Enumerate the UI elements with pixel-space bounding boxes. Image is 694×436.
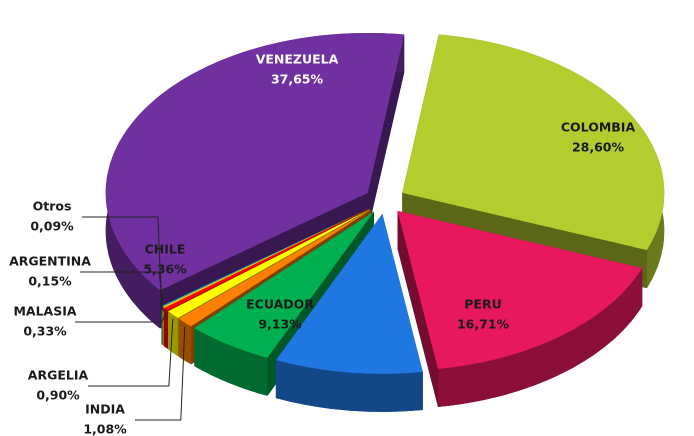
slice xyxy=(275,213,423,374)
slice-value-label: 5,36% xyxy=(143,262,187,277)
leader-line xyxy=(75,313,167,323)
slice-side xyxy=(397,210,439,407)
slice xyxy=(397,210,643,369)
leader-line xyxy=(135,326,186,421)
slice-side xyxy=(438,268,643,407)
slice-value-label: 0,33% xyxy=(23,324,67,339)
slice-side xyxy=(164,308,168,349)
slice xyxy=(164,208,370,311)
slice xyxy=(194,211,374,358)
slice xyxy=(162,208,370,308)
slice-label: ARGENTINA xyxy=(9,254,91,269)
slice xyxy=(105,33,405,291)
slice-label: COLOMBIA xyxy=(561,120,636,135)
slice-value-label: 9,13% xyxy=(258,317,302,332)
slice-value-label: 0,90% xyxy=(36,388,80,403)
slice-label: INDIA xyxy=(85,402,125,417)
slice-value-label: 1,08% xyxy=(83,422,127,436)
slice xyxy=(402,34,665,251)
slice-label: MALASIA xyxy=(13,304,76,319)
slice-value-label: 0,15% xyxy=(28,274,72,289)
slice xyxy=(161,208,370,307)
slice-label: PERU xyxy=(464,297,501,312)
leader-line xyxy=(82,216,163,311)
slice-label: ARGELIA xyxy=(28,368,89,383)
slice-value-label: 28,60% xyxy=(572,140,625,155)
slice-side xyxy=(161,306,163,345)
slice-side xyxy=(194,328,268,396)
slice-label: CHILE xyxy=(145,242,186,257)
slice-value-label: 37,65% xyxy=(271,72,324,87)
slice-label: VENEZUELA xyxy=(256,52,339,67)
slice xyxy=(168,209,370,318)
slice-label: ECUADOR xyxy=(246,297,314,312)
slice xyxy=(178,209,371,327)
slice-side xyxy=(162,306,164,346)
leader-line xyxy=(88,318,174,387)
slice-value-label: 16,71% xyxy=(457,317,510,332)
slice-label: Otros xyxy=(33,199,72,214)
slice-side xyxy=(367,34,405,231)
slice-side xyxy=(178,318,192,365)
slice-side xyxy=(275,360,423,412)
slice-side xyxy=(168,311,178,356)
slice-value-label: 0,09% xyxy=(30,219,74,234)
